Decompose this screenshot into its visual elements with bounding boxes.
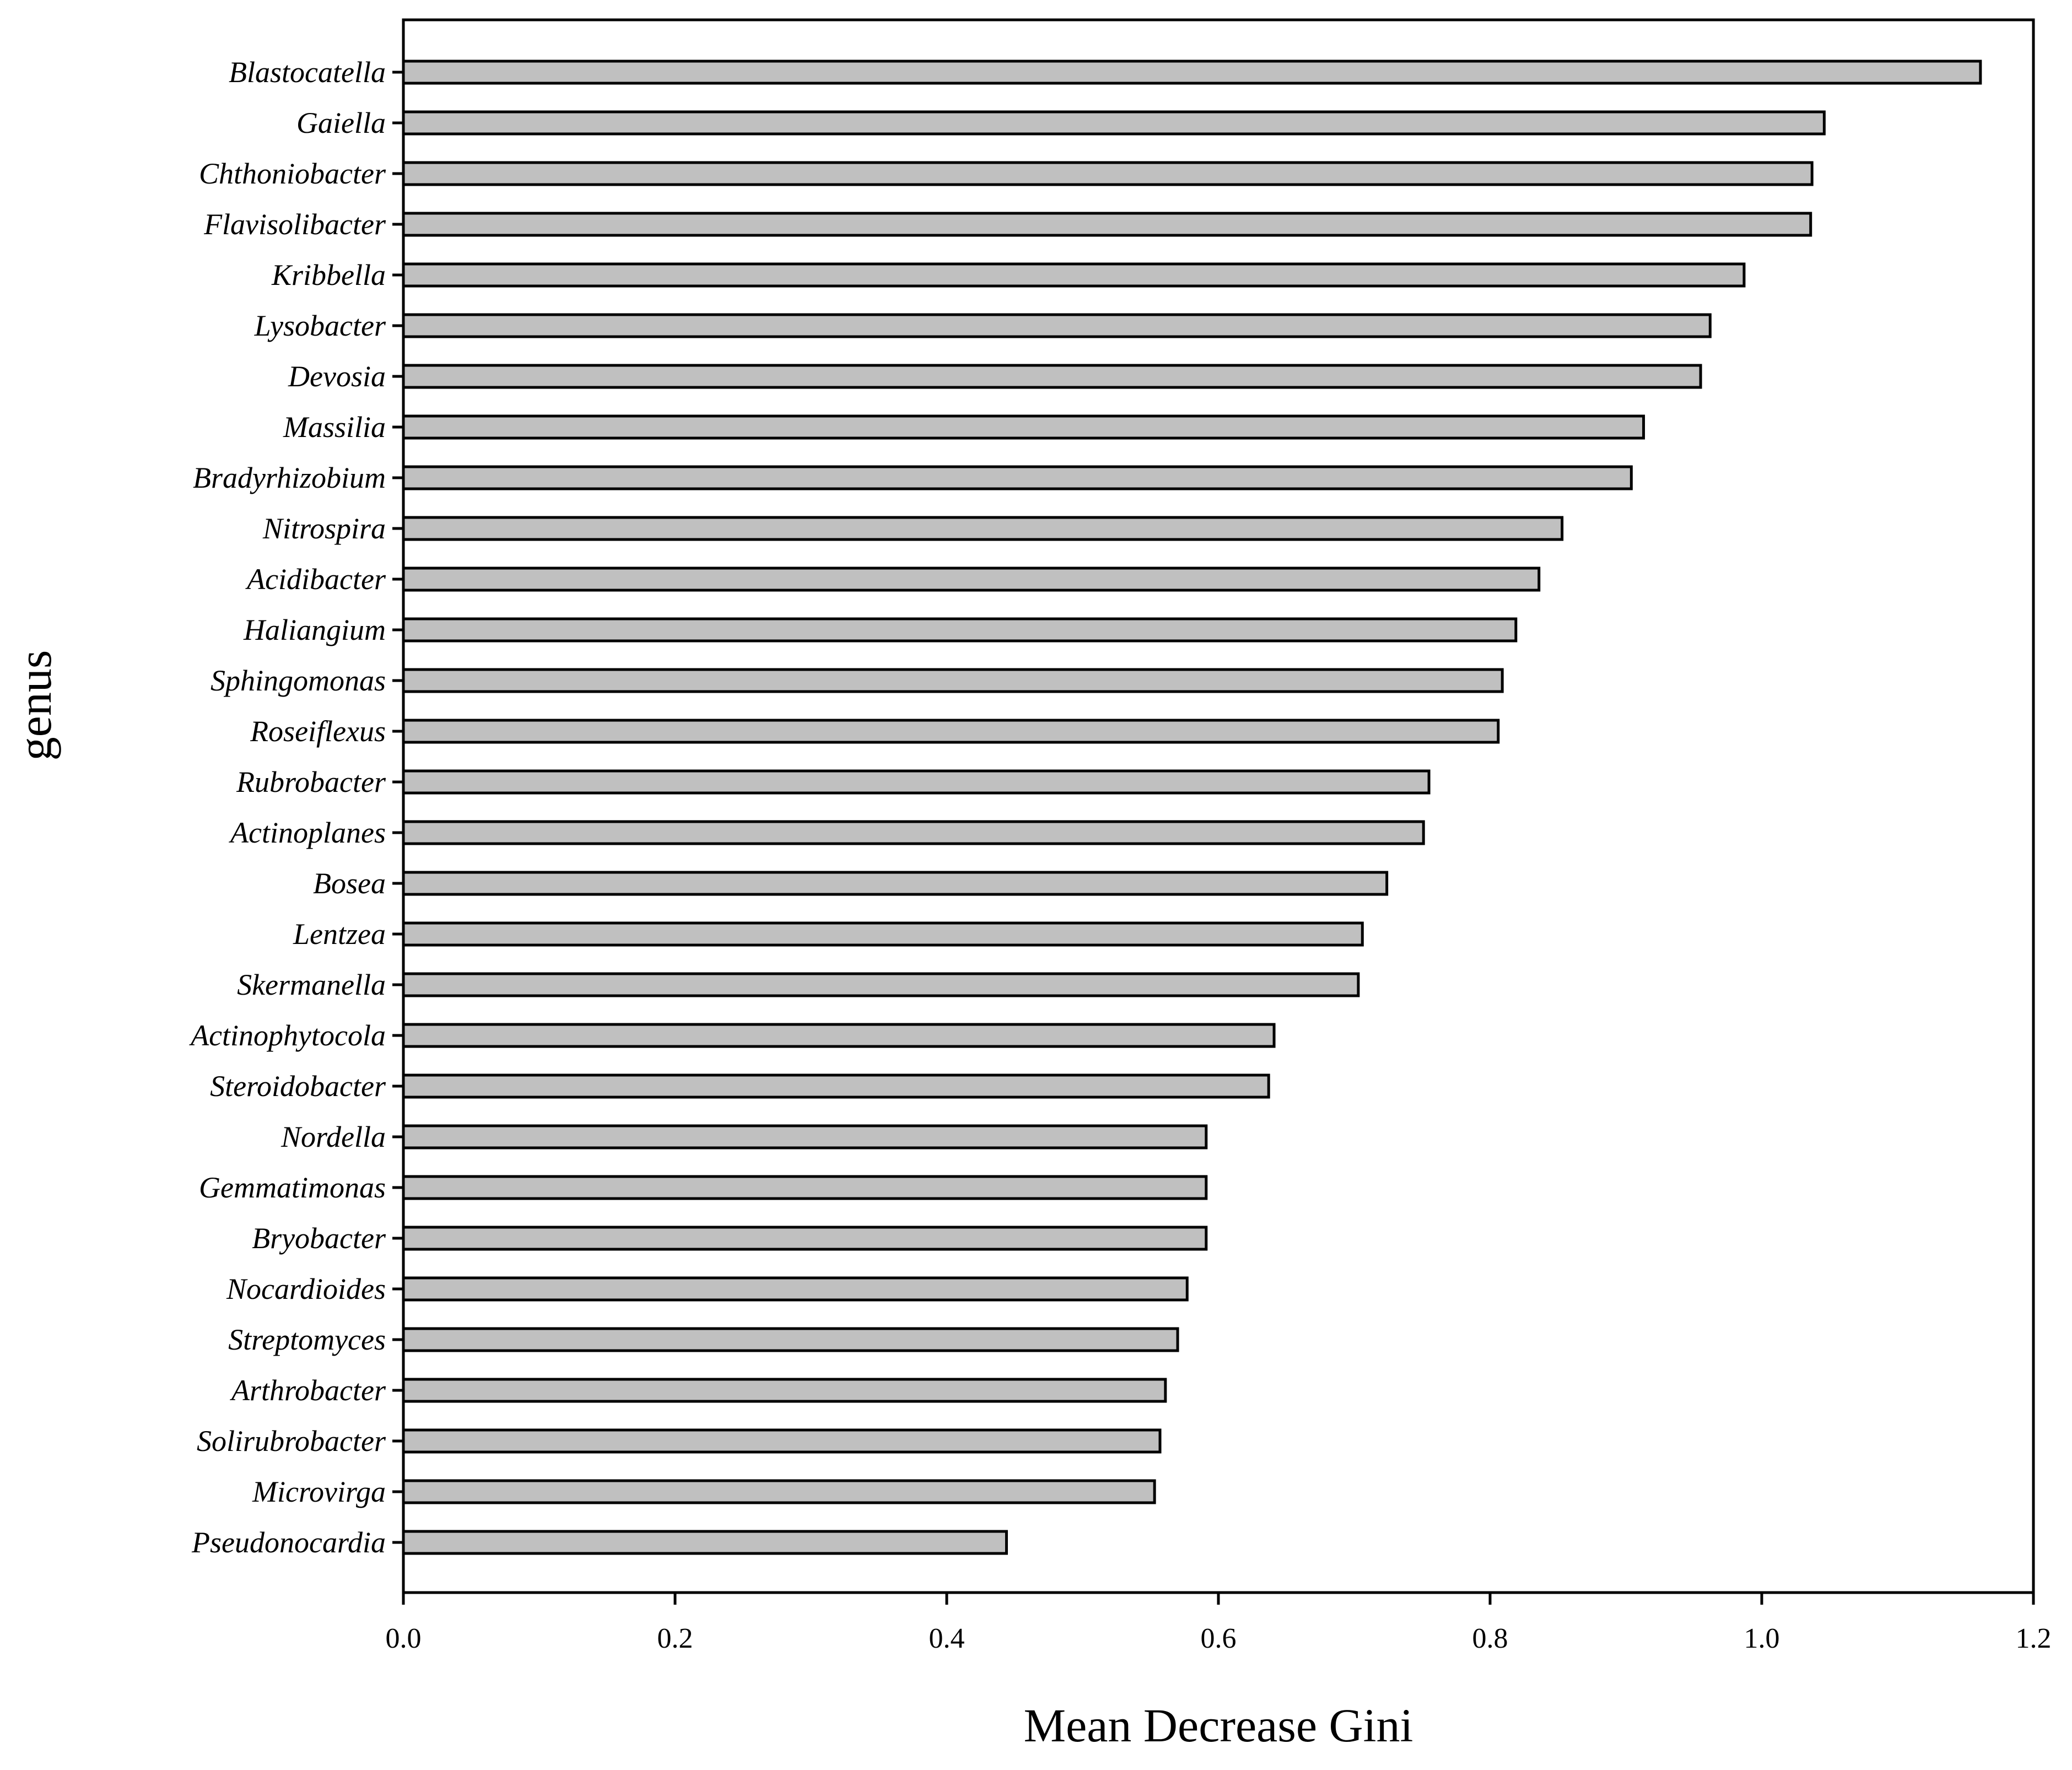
bar-lentzea xyxy=(402,921,1364,947)
bar-devosia xyxy=(402,364,1702,389)
bar-solirubrobacter xyxy=(402,1428,1162,1454)
bar-actinoplanes xyxy=(402,820,1425,845)
y-axis-title: genus xyxy=(8,650,61,761)
category-label: Pseudonocardia xyxy=(191,1526,386,1559)
bar-skermanella xyxy=(402,972,1360,997)
bar-microvirga xyxy=(402,1479,1156,1504)
category-label: Massilia xyxy=(283,411,386,444)
x-tick-label: 0.4 xyxy=(929,1623,965,1654)
x-tick-label: 1.2 xyxy=(2016,1623,2052,1654)
category-labels-group: Blastocatella Gaiella Chthoniobacter Flavis… xyxy=(189,56,403,1559)
bar-lysobacter xyxy=(402,313,1712,338)
category-label: Flavisolibacter xyxy=(203,208,386,241)
x-tick-label: 0.0 xyxy=(386,1623,422,1654)
category-label: Nocardioides xyxy=(226,1272,386,1305)
category-label: Lysobacter xyxy=(254,309,386,342)
category-label: Chthoniobacter xyxy=(199,157,386,190)
category-label: Bradyrhizobium xyxy=(193,461,386,494)
bar-actinophytocola xyxy=(402,1023,1276,1048)
bar-steroidobacter xyxy=(402,1073,1270,1099)
bar-blastocatella xyxy=(402,60,1982,85)
bar-acidibacter xyxy=(402,566,1541,592)
bar-gemmatimonas xyxy=(402,1175,1208,1200)
category-label: Acidibacter xyxy=(245,563,386,596)
x-tick-label: 1.0 xyxy=(1744,1623,1780,1654)
category-label: Gaiella xyxy=(296,106,386,139)
category-label: Solirubrobacter xyxy=(197,1424,386,1458)
category-label: Devosia xyxy=(288,360,386,393)
bars-group xyxy=(402,60,1982,1555)
category-label: Steroidobacter xyxy=(210,1070,386,1103)
category-label: Blastocatella xyxy=(229,56,386,89)
category-label: Bryobacter xyxy=(252,1222,386,1255)
category-label: Sphingomonas xyxy=(211,664,386,697)
bar-sphingomonas xyxy=(402,668,1504,693)
category-label: Skermanella xyxy=(237,968,386,1001)
category-label: Streptomyces xyxy=(228,1323,386,1356)
category-label: Gemmatimonas xyxy=(199,1171,386,1204)
bar-bosea xyxy=(402,871,1389,896)
plot-frame xyxy=(402,18,2035,1594)
bar-roseiflexus xyxy=(402,719,1500,744)
bar-nocardioides xyxy=(402,1276,1189,1302)
category-label: Haliangium xyxy=(243,613,386,646)
bar-kribbella xyxy=(402,262,1746,288)
category-label: Actinophytocola xyxy=(189,1019,386,1052)
x-tick-label: 0.8 xyxy=(1472,1623,1508,1654)
x-axis-title: Mean Decrease Gini xyxy=(1024,1699,1413,1752)
bar-nitrospira xyxy=(402,516,1564,541)
bar-streptomyces xyxy=(402,1327,1179,1352)
bar-massilia xyxy=(402,414,1645,440)
bar-chthoniobacter xyxy=(402,161,1814,186)
bar-bradyrhizobium xyxy=(402,465,1633,490)
bar-haliangium xyxy=(402,617,1518,643)
category-label: Roseiflexus xyxy=(250,715,386,748)
x-ticks-group: 0.0 0.2 0.4 0.6 0.8 1.0 1.2 xyxy=(386,1593,2052,1654)
category-label: Microvirga xyxy=(252,1475,386,1508)
category-label: Kribbella xyxy=(271,258,386,292)
x-tick-label: 0.6 xyxy=(1201,1623,1237,1654)
category-label: Lentzea xyxy=(293,918,386,951)
category-label: Actinoplanes xyxy=(229,816,386,849)
category-label: Bosea xyxy=(313,867,386,900)
category-label: Nitrospira xyxy=(262,512,386,545)
bar-arthrobacter xyxy=(402,1378,1167,1403)
bar-rubrobacter xyxy=(402,769,1431,795)
category-label: Arthrobacter xyxy=(230,1374,386,1407)
bar-nordella xyxy=(402,1124,1208,1150)
category-label: Nordella xyxy=(280,1120,386,1153)
bar-bryobacter xyxy=(402,1226,1208,1251)
category-label: Rubrobacter xyxy=(236,765,386,798)
bar-gaiella xyxy=(402,110,1826,136)
bar-pseudonocardia xyxy=(402,1530,1008,1555)
bar-flavisolibacter xyxy=(402,212,1812,237)
x-tick-label: 0.2 xyxy=(657,1623,693,1654)
